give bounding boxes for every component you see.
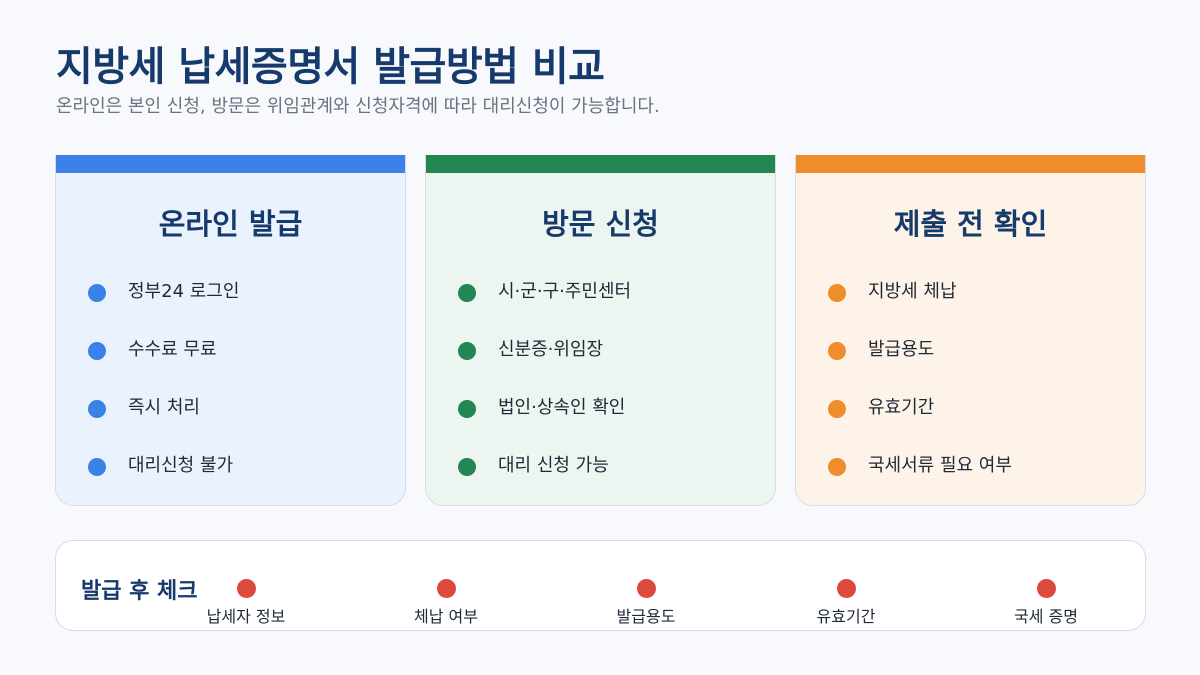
list-item: 정부24 로그인 bbox=[88, 277, 239, 335]
list-item: 신분증·위임장 bbox=[458, 335, 631, 393]
bullet-dot-icon bbox=[88, 400, 106, 418]
list-item: 국세서류 필요 여부 bbox=[828, 451, 1012, 505]
bullet-dot-icon bbox=[458, 400, 476, 418]
bullet-dot-icon bbox=[828, 400, 846, 418]
card-accent-bar bbox=[426, 155, 775, 173]
bullet-dot-icon bbox=[828, 458, 846, 476]
step-dot-icon bbox=[636, 579, 656, 598]
bullet-dot-icon bbox=[458, 284, 476, 302]
step-label: 납세자 정보 bbox=[206, 607, 286, 626]
bullet-dot-icon bbox=[88, 458, 106, 476]
list-item-label: 대리 신청 가능 bbox=[498, 455, 609, 476]
list-item: 대리신청 불가 bbox=[88, 451, 239, 505]
card-title: 온라인 발급 bbox=[158, 207, 303, 241]
step-dot-icon bbox=[1036, 579, 1056, 598]
list-item-label: 유효기간 bbox=[868, 397, 935, 418]
list-item-label: 정부24 로그인 bbox=[128, 281, 240, 302]
card-title: 제출 전 확인 bbox=[893, 207, 1048, 241]
bullet-dot-icon bbox=[458, 342, 476, 360]
list-item: 유효기간 bbox=[828, 393, 1012, 451]
list-item-label: 수수료 무료 bbox=[128, 339, 217, 360]
list-item: 수수료 무료 bbox=[88, 335, 239, 393]
bullet-dot-icon bbox=[88, 284, 106, 302]
list-item: 즉시 처리 bbox=[88, 393, 239, 451]
step-label: 국세 증명 bbox=[1014, 607, 1078, 626]
checklist-step: 발급용도 bbox=[576, 579, 716, 627]
card-online: 온라인 발급 정부24 로그인 수수료 무료 즉시 처리 대리신청 불가 bbox=[55, 155, 406, 506]
page-title: 지방세 납세증명서 발급방법 비교 bbox=[56, 44, 605, 90]
bullet-dot-icon bbox=[88, 342, 106, 360]
bullet-dot-icon bbox=[458, 458, 476, 476]
list-item-label: 국세서류 필요 여부 bbox=[868, 455, 1012, 476]
list-item: 대리 신청 가능 bbox=[458, 451, 631, 505]
card-title: 방문 신청 bbox=[542, 207, 659, 241]
list-item-label: 지방세 체납 bbox=[868, 281, 957, 302]
list-item: 시·군·구·주민센터 bbox=[458, 277, 631, 335]
page-subtitle: 온라인은 본인 신청, 방문은 위임관계와 신청자격에 따라 대리신청이 가능합… bbox=[56, 96, 660, 117]
card-list: 정부24 로그인 수수료 무료 즉시 처리 대리신청 불가 bbox=[88, 277, 239, 505]
after-issue-checklist: 발급 후 체크 납세자 정보 체납 여부 발급용도 유효기간 국세 증명 bbox=[55, 540, 1146, 631]
step-dot-icon bbox=[836, 579, 856, 598]
step-dot-icon bbox=[436, 579, 456, 598]
card-precheck: 제출 전 확인 지방세 체납 발급용도 유효기간 국세서류 필요 여부 bbox=[795, 155, 1146, 506]
card-list: 지방세 체납 발급용도 유효기간 국세서류 필요 여부 bbox=[828, 277, 1012, 505]
step-label: 유효기간 bbox=[816, 607, 876, 626]
list-item-label: 대리신청 불가 bbox=[128, 455, 234, 476]
checklist-step: 납세자 정보 bbox=[176, 579, 316, 627]
card-accent-bar bbox=[56, 155, 405, 173]
list-item: 지방세 체납 bbox=[828, 277, 1012, 335]
list-item: 발급용도 bbox=[828, 335, 1012, 393]
checklist-step: 체납 여부 bbox=[376, 579, 516, 627]
bullet-dot-icon bbox=[828, 284, 846, 302]
step-label: 발급용도 bbox=[616, 607, 676, 626]
checklist-title: 발급 후 체크 bbox=[81, 579, 198, 604]
card-visit: 방문 신청 시·군·구·주민센터 신분증·위임장 법인·상속인 확인 대리 신청… bbox=[425, 155, 776, 506]
list-item-label: 발급용도 bbox=[868, 339, 935, 360]
card-list: 시·군·구·주민센터 신분증·위임장 법인·상속인 확인 대리 신청 가능 bbox=[458, 277, 631, 505]
step-dot-icon bbox=[236, 579, 256, 598]
list-item-label: 즉시 처리 bbox=[128, 397, 200, 418]
checklist-step: 유효기간 bbox=[776, 579, 916, 627]
list-item: 법인·상속인 확인 bbox=[458, 393, 631, 451]
list-item-label: 법인·상속인 확인 bbox=[498, 397, 626, 418]
list-item-label: 신분증·위임장 bbox=[498, 339, 604, 360]
bullet-dot-icon bbox=[828, 342, 846, 360]
list-item-label: 시·군·구·주민센터 bbox=[498, 281, 632, 302]
step-label: 체납 여부 bbox=[414, 607, 478, 626]
card-accent-bar bbox=[796, 155, 1145, 173]
checklist-step: 국세 증명 bbox=[976, 579, 1116, 627]
